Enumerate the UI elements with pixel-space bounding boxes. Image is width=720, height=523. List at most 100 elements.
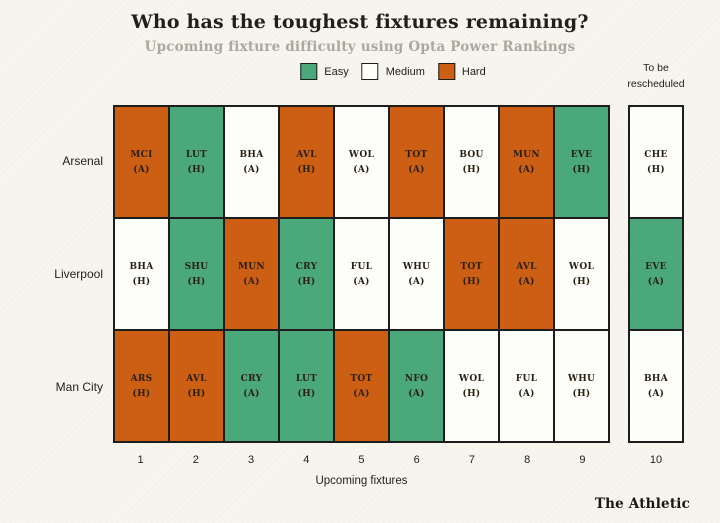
fixture-opponent: BHA [644,373,668,384]
fixture-opponent: AVL [516,261,537,272]
fixture-opponent: WOL [348,149,375,160]
fixture-opponent: CRY [240,373,263,384]
fixture-venue: (A) [353,388,370,399]
fixture-opponent: ARS [130,373,153,384]
fixture-venue: (H) [462,164,481,175]
legend-item-medium: Medium [361,63,425,80]
fixture-opponent: WHU [402,261,431,272]
fixture-opponent: TOT [405,149,428,160]
fixture-cell-liverpool-2: SHU (H) [169,218,224,330]
x-tick-5: 5 [358,454,365,466]
fixture-cell-liverpool-8: AVL (A) [499,218,554,330]
fixture-cell-liverpool-5: FUL (A) [334,218,389,330]
fixture-venue: (H) [132,388,151,399]
fixture-cell-man-city-4: LUT (H) [279,330,334,442]
fixture-cell-liverpool-6: WHU (A) [389,218,444,330]
fixture-cell-man-city-7: WOL (H) [444,330,499,442]
x-tick-2: 2 [192,454,199,466]
fixture-venue: (A) [518,388,535,399]
row-label-arsenal: Arsenal [62,154,103,168]
row-label-liverpool: Liverpool [54,267,103,281]
rescheduled-header-line1: To be [643,62,669,74]
x-tick-4: 4 [303,454,310,466]
fixture-cell-man-city-3: CRY (A) [224,330,279,442]
fixture-cell-arsenal-1: MCI (A) [114,106,169,218]
fixture-venue: (H) [462,276,481,287]
fixture-opponent: TOT [350,373,373,384]
fixture-venue: (A) [408,164,425,175]
fixture-cell-man-city-5: TOT (A) [334,330,389,442]
fixture-cell-arsenal-7: BOU (H) [444,106,499,218]
fixture-opponent: CHE [644,149,668,160]
fixture-opponent: LUT [185,149,208,160]
fixture-cell-arsenal-rescheduled: CHE (H) [629,106,683,218]
fixture-venue: (H) [297,388,316,399]
brand-logo: The Athletic [594,496,690,512]
fixture-opponent: BHA [239,149,264,160]
fixture-opponent: CRY [295,261,318,272]
x-tick-7: 7 [468,454,475,466]
legend-label: Hard [461,65,486,78]
x-axis-label: Upcoming fixtures [315,475,408,487]
fixture-venue: (H) [647,164,665,175]
x-tick-1: 1 [137,454,144,466]
fixture-venue: (A) [518,276,535,287]
fixture-cell-liverpool-rescheduled: EVE (A) [629,218,683,330]
legend-item-easy: Easy [300,63,349,80]
x-tick-3: 3 [247,454,255,466]
fixture-cell-arsenal-4: AVL (H) [279,106,334,218]
fixture-cell-arsenal-9: EVE (H) [554,106,609,218]
fixtures-grid: MCI (A) LUT (H) BHA (A) AVL (H) WOL (A) TOT (A) BOU (… [113,105,610,443]
fixture-cell-man-city-2: AVL (H) [169,330,224,442]
fixture-opponent: TOT [460,261,483,272]
fixture-cell-man-city-8: FUL (A) [499,330,554,442]
fixture-venue: (H) [297,164,316,175]
fixture-opponent: EVE [570,149,593,160]
fixture-cell-liverpool-3: MUN (A) [224,218,279,330]
legend-swatch-medium [361,63,379,80]
fixture-cell-arsenal-5: WOL (A) [334,106,389,218]
fixture-venue: (A) [243,388,260,399]
row-label-man-city: Man City [55,380,103,394]
fixture-cell-liverpool-1: BHA (H) [114,218,169,330]
fixture-venue: (H) [187,276,206,287]
legend-item-hard: Hard [437,63,486,80]
legend-swatch-easy [300,63,318,80]
rescheduled-header-line2: rescheduled [627,77,685,90]
fixture-venue: (H) [187,388,206,399]
fixture-venue: (A) [243,276,260,287]
fixture-cell-man-city-6: NFO (A) [389,330,444,442]
fixture-opponent: AVL [296,149,317,160]
fixture-cell-man-city-rescheduled: BHA (A) [629,330,683,442]
x-tick-6: 6 [413,454,420,466]
legend: Easy Medium Hard [300,63,486,80]
fixture-opponent: FUL [515,373,538,384]
fixture-cell-man-city-1: ARS (H) [114,330,169,442]
fixture-venue: (A) [353,164,370,175]
x-tick-8: 8 [524,454,531,466]
fixture-opponent: WOL [458,373,485,384]
fixture-opponent: EVE [645,261,667,272]
fixture-cell-arsenal-3: BHA (A) [224,106,279,218]
fixture-venue: (A) [353,276,370,287]
fixture-opponent: MCI [130,149,153,160]
fixture-venue: (A) [408,276,425,287]
fixture-cell-arsenal-6: TOT (A) [389,106,444,218]
x-tick-10: 10 [649,454,663,466]
fixture-venue: (H) [462,388,481,399]
legend-swatch-hard [437,63,455,80]
fixture-opponent: WHU [567,373,596,384]
fixture-venue: (H) [132,276,151,287]
fixture-venue: (A) [518,164,535,175]
fixture-opponent: AVL [186,373,207,384]
fixture-venue: (A) [408,388,425,399]
fixture-cell-liverpool-9: WOL (H) [554,218,609,330]
legend-label: Medium [385,65,425,78]
fixture-venue: (A) [243,164,260,175]
rescheduled-grid: CHE (H) EVE (A) BHA (A) [628,105,684,443]
fixture-opponent: MUN [238,261,265,272]
page-subtitle: Upcoming fixture difficulty using Opta P… [144,39,576,55]
fixture-cell-liverpool-4: CRY (H) [279,218,334,330]
rescheduled-column-header: To be rescheduled [620,61,692,93]
fixture-venue: (A) [647,388,665,399]
